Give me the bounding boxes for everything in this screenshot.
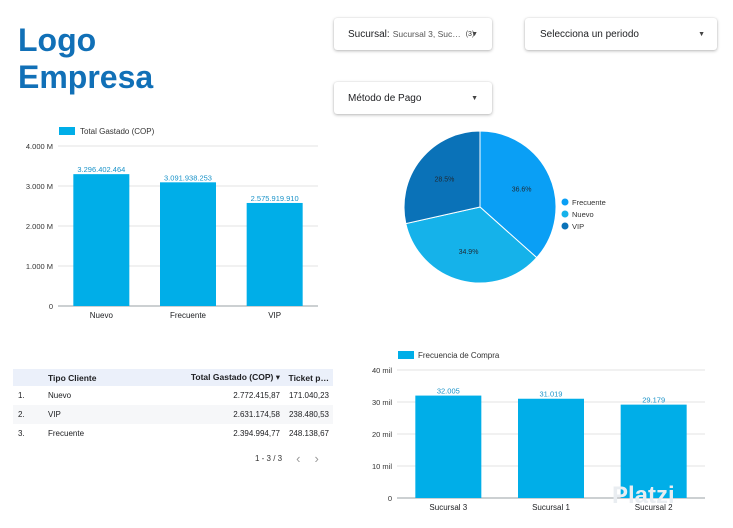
- legend-swatch: [561, 210, 569, 218]
- bar-value-label: 31.019: [540, 390, 563, 399]
- legend-label: Frecuencia de Compra: [418, 351, 500, 360]
- sucursal-filter-label: Sucursal:: [348, 28, 390, 40]
- pie-slice[interactable]: [405, 206, 538, 284]
- periodo-filter[interactable]: Selecciona un periodo ▼: [525, 18, 717, 50]
- bar[interactable]: [73, 174, 130, 306]
- x-tick-label: Sucursal 2: [635, 503, 673, 512]
- x-tick-label: VIP: [268, 311, 281, 320]
- pie-slice[interactable]: [403, 130, 481, 225]
- frecuencia-compra-bar-chart: Frecuencia de Compra 0 10 mil 20 mil 30 mil…: [372, 351, 705, 512]
- dropdown-caret-icon: ▼: [471, 30, 478, 38]
- pie-value-label: 36.6%: [512, 186, 532, 193]
- legend-swatch: [398, 351, 414, 359]
- metodo-pago-filter[interactable]: Método de Pago ▼: [334, 82, 492, 114]
- cell-total: 2.631.174,58: [233, 410, 280, 419]
- bar-value-label: 32.005: [437, 387, 460, 396]
- x-tick-label: Nuevo: [90, 311, 114, 320]
- cell-ticket: 171.040,23: [288, 391, 329, 400]
- legend-label: Frecuente: [572, 198, 606, 207]
- pie-value-label: 34.9%: [459, 249, 479, 256]
- bar-value-label: 3.091.938.253: [164, 173, 212, 182]
- sucursal-filter-count: (3): [465, 30, 475, 38]
- metodo-pago-filter-label: Método de Pago: [348, 92, 422, 104]
- bar[interactable]: [620, 404, 687, 498]
- dropdown-caret-icon: ▼: [698, 30, 705, 38]
- table-row: 3. Frecuente 2.394.994,77 248.138,67: [13, 424, 333, 443]
- sort-descending-icon: ▾: [275, 372, 280, 382]
- dropdown-caret-icon: ▼: [471, 94, 478, 102]
- table-row: 1. Nuevo 2.772.415,87 171.040,23: [13, 386, 333, 405]
- y-tick-label: 0: [49, 302, 53, 311]
- legend-label: VIP: [572, 222, 584, 231]
- y-tick-label: 1.000 M: [26, 262, 53, 271]
- legend-swatch: [561, 222, 569, 230]
- bar-value-label: 29.179: [642, 396, 665, 405]
- y-tick-label: 0: [388, 494, 392, 503]
- total-gastado-bar-chart: Total Gastado (COP) 0 1.000 M 2.000 M 3.000…: [26, 127, 318, 320]
- periodo-filter-label: Selecciona un periodo: [540, 28, 639, 40]
- table-header-row: Tipo Cliente Total Gastado (COP) ▾ Ticke…: [13, 369, 333, 386]
- column-header-total-gastado[interactable]: Total Gastado (COP) ▾: [190, 372, 280, 382]
- row-number: 2.: [18, 410, 25, 419]
- cell-tipo: Frecuente: [48, 429, 85, 438]
- pie-slice[interactable]: [479, 130, 557, 259]
- table-row: 2. VIP 2.631.174,58 238.480,53: [13, 405, 333, 424]
- company-logo: Logo Empresa: [18, 22, 153, 96]
- platzi-watermark: Platzi: [612, 482, 675, 509]
- pie-value-label: 28.5%: [434, 176, 454, 183]
- bar-value-label: 3.296.402.464: [77, 165, 125, 174]
- y-tick-label: 4.000 M: [26, 142, 53, 151]
- cell-tipo: Nuevo: [48, 391, 72, 400]
- bar[interactable]: [160, 182, 216, 306]
- pagination-range: 1 - 3 / 3: [255, 454, 283, 463]
- x-tick-label: Sucursal 1: [532, 503, 570, 512]
- y-tick-label: 30 mil: [372, 398, 392, 407]
- bar[interactable]: [415, 395, 482, 498]
- prev-page-icon[interactable]: ‹: [296, 451, 301, 466]
- legend-label: Nuevo: [572, 210, 594, 219]
- y-tick-label: 2.000 M: [26, 222, 53, 231]
- column-header-tipo-cliente[interactable]: Tipo Cliente: [48, 372, 97, 383]
- bar[interactable]: [518, 398, 584, 498]
- legend-label: Total Gastado (COP): [80, 127, 155, 136]
- tipo-cliente-pie-chart: 36.6% 34.9% 28.5% Frecuente Nuevo VIP: [403, 130, 606, 284]
- table-pagination: 1 - 3 / 3 ‹ ›: [255, 451, 319, 466]
- bar-value-label: 2.575.919.910: [251, 194, 299, 203]
- bar[interactable]: [246, 202, 303, 306]
- sucursal-filter-value: Sucursal 3, Suc…: [392, 29, 461, 39]
- x-tick-label: Sucursal 3: [429, 503, 467, 512]
- sucursal-filter[interactable]: Sucursal: Sucursal 3, Suc… (3) ▼: [334, 18, 492, 50]
- row-number: 3.: [18, 429, 25, 438]
- logo-line-2: Empresa: [18, 59, 154, 95]
- y-tick-label: 40 mil: [372, 366, 392, 375]
- cell-tipo: VIP: [48, 410, 61, 419]
- clientes-table: Tipo Cliente Total Gastado (COP) ▾ Ticke…: [13, 369, 333, 443]
- next-page-icon[interactable]: ›: [314, 451, 319, 466]
- cell-total: 2.394.994,77: [233, 429, 280, 438]
- column-header-ticket[interactable]: Ticket p…: [288, 372, 329, 383]
- row-number: 1.: [18, 391, 25, 400]
- cell-ticket: 238.480,53: [288, 410, 329, 419]
- logo-line-1: Logo: [18, 22, 97, 58]
- cell-total: 2.772.415,87: [233, 391, 280, 400]
- legend-swatch: [59, 127, 75, 135]
- legend-swatch: [561, 198, 569, 206]
- y-tick-label: 20 mil: [372, 430, 392, 439]
- y-tick-label: 3.000 M: [26, 182, 53, 191]
- x-tick-label: Frecuente: [170, 311, 207, 320]
- y-tick-label: 10 mil: [372, 462, 392, 471]
- cell-ticket: 248.138,67: [288, 429, 329, 438]
